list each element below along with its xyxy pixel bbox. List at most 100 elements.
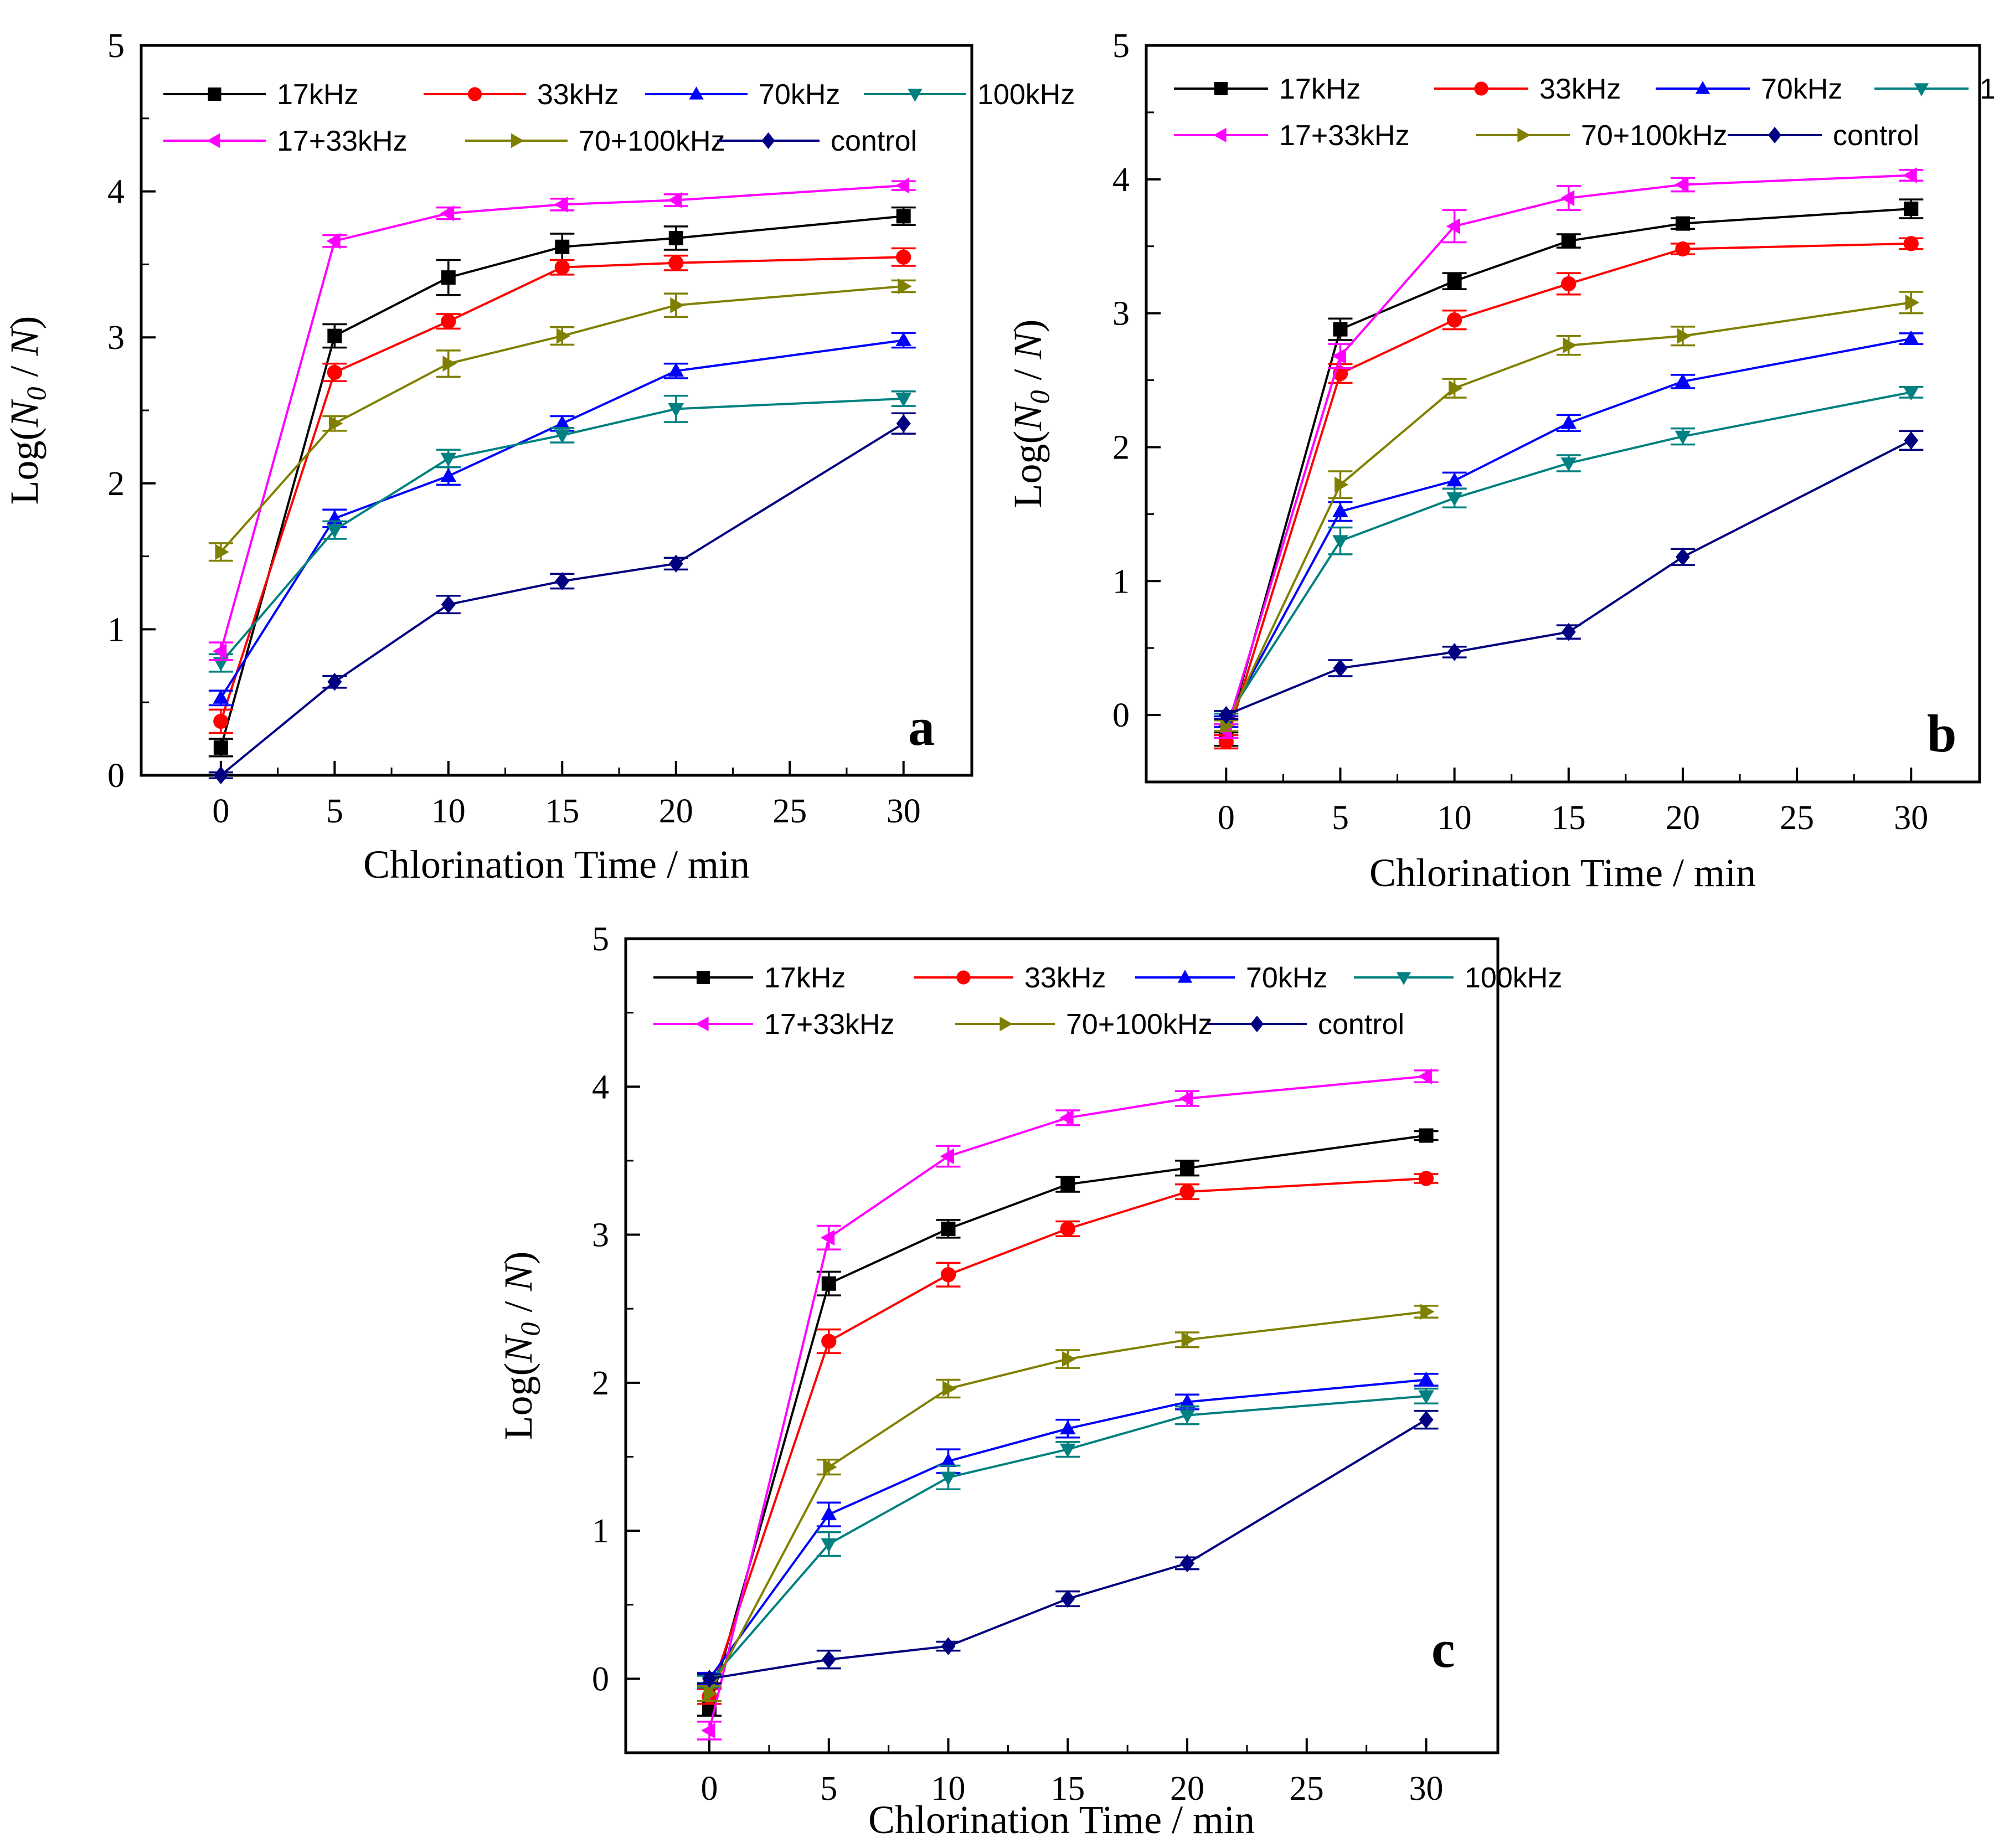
legend-entry: 17+33kHz: [1174, 120, 1410, 152]
data-point: [1903, 236, 1919, 251]
series-70khz: [208, 332, 916, 707]
x-tick-label: 10: [1437, 799, 1472, 837]
data-point: [1335, 476, 1349, 493]
data-point: [327, 524, 343, 539]
data-point: [821, 1506, 837, 1521]
legend-label: 100kHz: [1465, 962, 1562, 994]
data-point: [1332, 535, 1348, 549]
x-tick-label: 15: [1552, 799, 1586, 837]
x-tick-label: 25: [1780, 799, 1814, 837]
data-point: [440, 467, 457, 482]
data-point: [1179, 1184, 1195, 1200]
legend-entry: 100kHz: [1874, 73, 1994, 105]
data-point: [1561, 622, 1576, 641]
legend-label: 70+100kHz: [579, 125, 725, 157]
legend-entry: 70+100kHz: [465, 125, 725, 157]
data-point: [1181, 1332, 1196, 1348]
data-point: [1419, 1128, 1434, 1143]
legend-entry: 70kHz: [645, 79, 840, 111]
data-point: [940, 1267, 956, 1283]
data-point: [1560, 414, 1577, 429]
data-point: [940, 1148, 954, 1165]
data-point: [440, 205, 455, 222]
legend-label: 17kHz: [1279, 73, 1361, 105]
y-tick-label: 3: [1112, 295, 1130, 333]
legend: 17kHz 33kHz 70kHz 100kHz 17+33kHz 70+100kHz co…: [653, 962, 1562, 1041]
series-line: [219, 256, 904, 722]
data-point: [1905, 294, 1920, 311]
legend: 17kHz 33kHz 70kHz 100kHz 17+33kHz 70+100kHz co…: [163, 79, 1075, 157]
series-line: [1225, 337, 1911, 723]
y-axis-title: Log(N0 / N): [1006, 319, 1055, 508]
series-line: [220, 285, 904, 553]
data-point: [1418, 1171, 1434, 1186]
legend-entry: 17+33kHz: [653, 1008, 895, 1041]
series-line: [220, 397, 904, 664]
data-point: [213, 689, 229, 704]
data-point: [1446, 312, 1462, 328]
y-tick-label: 0: [592, 1660, 609, 1698]
data-point: [215, 544, 229, 560]
legend-marker: [999, 1016, 1013, 1032]
series-17khz: [208, 206, 916, 758]
data-point: [1449, 380, 1463, 397]
data-point: [1180, 1161, 1195, 1176]
y-tick-label: 5: [1112, 27, 1130, 65]
y-tick-label: 4: [107, 173, 125, 211]
data-point: [823, 1459, 837, 1475]
plot-frame: [1145, 44, 1981, 784]
data-point: [896, 414, 911, 433]
data-point: [941, 1221, 956, 1236]
legend-entry: 17kHz: [1174, 73, 1361, 105]
series-33khz: [1214, 236, 1924, 750]
y-tick-label: 1: [592, 1512, 609, 1550]
x-tick-label: 20: [1666, 799, 1700, 837]
legend-entry: 70+100kHz: [1476, 120, 1728, 152]
data-point: [1180, 1554, 1195, 1573]
series-17-33khz: [697, 1068, 1439, 1741]
legend-marker: [1517, 127, 1531, 143]
x-tick-label: 20: [659, 792, 693, 830]
x-tick-label: 25: [772, 792, 807, 830]
legend-label: control: [1833, 120, 1919, 152]
data-point: [1560, 190, 1575, 206]
data-point: [701, 1722, 715, 1739]
legend-entry: 100kHz: [1354, 962, 1562, 994]
data-point: [556, 328, 571, 344]
legend-marker: [908, 89, 923, 102]
legend-label: 17kHz: [764, 962, 846, 994]
series-line: [1225, 174, 1911, 732]
legend-marker: [208, 87, 221, 101]
data-point: [940, 1471, 956, 1486]
legend-entry: control: [1728, 120, 1919, 152]
data-point: [327, 673, 342, 691]
data-point: [896, 209, 911, 224]
data-point: [895, 393, 912, 407]
series-line: [709, 1418, 1427, 1680]
data-point: [1179, 1393, 1196, 1408]
y-tick-label: 0: [1112, 697, 1130, 734]
data-point: [554, 415, 570, 430]
data-point: [1333, 322, 1348, 337]
legend-label: 70kHz: [1246, 962, 1327, 994]
data-point: [441, 270, 456, 285]
legend-entry: 70kHz: [1135, 962, 1327, 994]
legend-entry: 17+33kHz: [163, 125, 408, 157]
data-point: [1674, 177, 1689, 193]
legend-marker: [1214, 82, 1228, 95]
x-tick-label: 5: [820, 1770, 837, 1808]
series-17-33khz: [1214, 167, 1924, 739]
data-point: [213, 740, 228, 755]
legend-label: 100kHz: [977, 79, 1075, 111]
data-point: [1675, 216, 1690, 231]
y-tick-label: 1: [107, 611, 125, 648]
y-tick-label: 0: [107, 757, 125, 795]
x-axis-title: Chlorination Time / min: [363, 842, 750, 887]
series-100khz: [208, 390, 916, 673]
data-point: [1059, 1420, 1076, 1435]
data-point: [1060, 1177, 1075, 1192]
data-point: [1446, 472, 1462, 487]
series-100khz: [697, 1387, 1439, 1690]
series-control: [1214, 430, 1924, 724]
series-line: [219, 184, 904, 652]
